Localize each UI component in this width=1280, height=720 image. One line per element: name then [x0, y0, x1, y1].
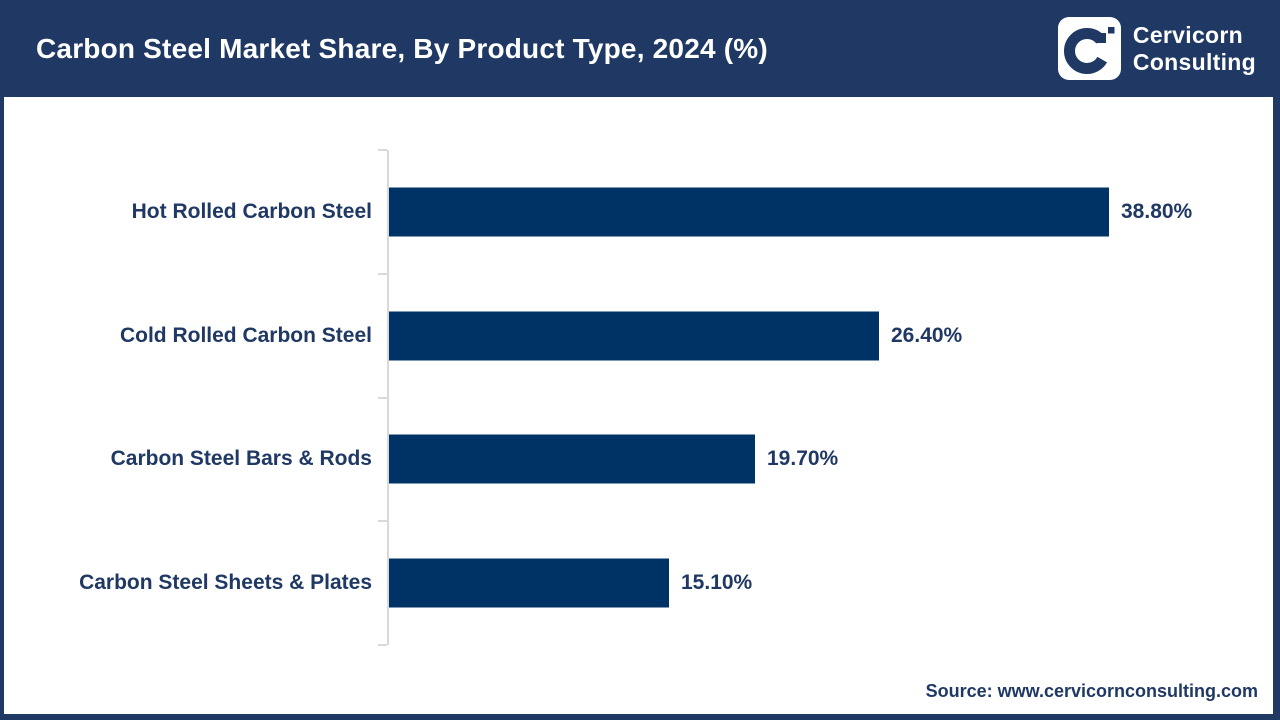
axis-tick — [378, 644, 387, 646]
logo-text-line1: Cervicorn — [1132, 21, 1243, 48]
brand-logo: Cervicorn Consulting — [1057, 17, 1256, 80]
axis-tick — [378, 396, 387, 399]
cervicorn-c-icon — [1063, 27, 1115, 74]
value-label: 19.70% — [767, 447, 839, 471]
category-label: Carbon Steel Bars & Rods — [110, 447, 372, 471]
logo-text: Cervicorn Consulting — [1133, 22, 1256, 76]
category-label: Hot Rolled Carbon Steel — [131, 199, 372, 223]
value-label: 26.40% — [891, 323, 963, 347]
header-band: Carbon Steel Market Share, By Product Ty… — [4, 0, 1273, 97]
axis-tick — [378, 520, 387, 523]
bar — [389, 558, 669, 608]
axis-tick — [378, 149, 387, 151]
value-label: 15.10% — [681, 571, 753, 595]
category-label: Carbon Steel Sheets & Plates — [79, 571, 372, 595]
bar — [389, 311, 879, 361]
bar — [389, 434, 755, 484]
logo-text-line2: Consulting — [1132, 48, 1256, 75]
bar — [389, 187, 1109, 237]
y-axis-line — [387, 150, 389, 645]
source-text: Source: www.cervicornconsulting.com — [925, 681, 1258, 701]
category-label: Cold Rolled Carbon Steel — [119, 323, 372, 347]
axis-tick — [378, 272, 387, 275]
page-title: Carbon Steel Market Share, By Product Ty… — [36, 32, 768, 64]
logo-badge — [1057, 17, 1121, 80]
value-label: 38.80% — [1121, 199, 1193, 223]
